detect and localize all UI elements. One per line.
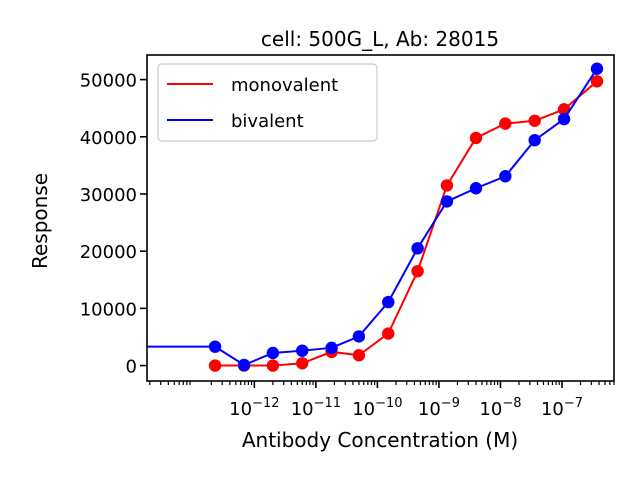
x-tick-label: 10−9	[418, 396, 460, 420]
legend-label-bivalent: bivalent	[231, 111, 304, 132]
axes-layer: 0 10000 20000 30000 40000 50000 10−12 10−11 10−1…	[80, 54, 615, 420]
data-point-monovalent-0	[208, 359, 222, 372]
data-point-bivalent-2	[266, 346, 280, 360]
data-point-monovalent-2	[266, 359, 280, 372]
y-tick-label: 30000	[80, 185, 137, 206]
data-point-bivalent-5	[352, 330, 366, 343]
y-tick-label: 20000	[80, 242, 137, 263]
y-tick-label: 40000	[80, 128, 137, 149]
data-point-bivalent-0	[208, 340, 222, 353]
chart-title: cell: 500G_L, Ab: 28015	[261, 27, 499, 51]
x-tick-label: 10−7	[541, 396, 583, 420]
x-axis-label: Antibody Concentration (M)	[242, 428, 518, 452]
plot-frame	[146, 54, 615, 382]
x-tick-label: 10−11	[291, 396, 341, 420]
x-tick-label: 10−8	[479, 396, 521, 420]
y-tick-label: 0	[126, 357, 137, 378]
data-point-monovalent-9	[469, 131, 483, 145]
data-point-bivalent-1	[237, 358, 251, 372]
data-point-monovalent-7	[411, 264, 424, 278]
data-point-monovalent-12	[557, 103, 571, 116]
data-point-bivalent-4	[325, 341, 338, 355]
x-tick-label: 10−10	[352, 396, 402, 420]
data-point-bivalent-8	[440, 195, 454, 208]
data-point-bivalent-9	[469, 182, 483, 195]
y-tick-label: 10000	[80, 299, 137, 320]
data-point-monovalent-13	[590, 75, 604, 88]
data-point-bivalent-3	[296, 344, 309, 357]
legend: monovalent bivalent	[157, 63, 378, 142]
data-point-bivalent-13	[590, 62, 604, 75]
legend-label-monovalent: monovalent	[231, 75, 338, 96]
y-axis-label: Response	[28, 173, 52, 269]
data-point-monovalent-5	[352, 349, 366, 362]
data-point-bivalent-7	[411, 242, 424, 255]
data-point-monovalent-6	[382, 327, 395, 340]
y-tick-label: 50000	[80, 71, 137, 92]
x-tick-label: 10−12	[229, 396, 279, 420]
data-point-bivalent-11	[528, 134, 541, 147]
data-point-monovalent-10	[499, 117, 512, 130]
data-point-bivalent-10	[499, 170, 512, 183]
series-layer	[147, 62, 604, 372]
data-point-monovalent-11	[528, 114, 541, 127]
data-point-bivalent-6	[382, 295, 395, 309]
data-point-bivalent-12	[557, 112, 571, 126]
data-point-monovalent-3	[296, 357, 309, 370]
data-point-monovalent-8	[440, 179, 454, 192]
